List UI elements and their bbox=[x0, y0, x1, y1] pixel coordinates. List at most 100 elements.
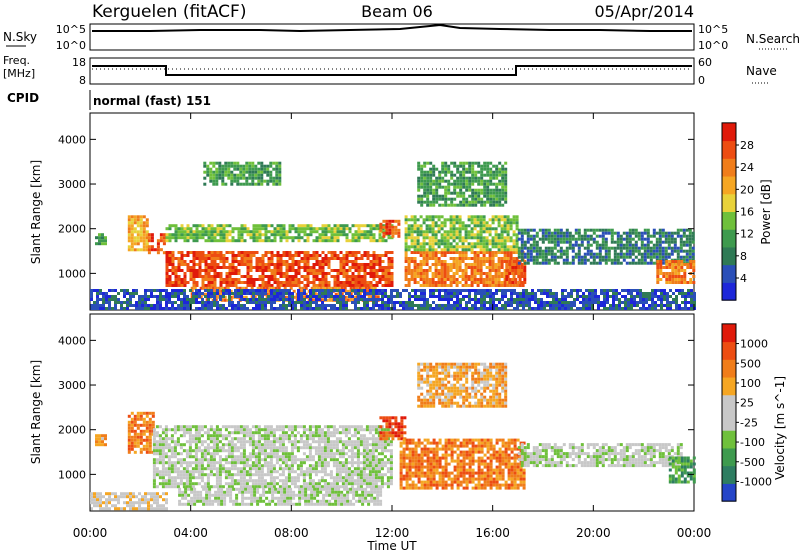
power-cell bbox=[495, 176, 499, 180]
power-cell bbox=[520, 231, 524, 235]
power-cell bbox=[252, 298, 255, 301]
power-cell bbox=[571, 246, 575, 250]
power-cell bbox=[434, 233, 438, 237]
power-cell bbox=[661, 255, 665, 259]
power-cell bbox=[494, 242, 498, 246]
power-cell bbox=[282, 292, 285, 295]
velocity-cell bbox=[164, 482, 168, 486]
velocity-cell bbox=[148, 429, 152, 433]
power-cell bbox=[603, 295, 606, 298]
power-cell bbox=[153, 304, 156, 307]
power-cell bbox=[242, 167, 246, 171]
power-cell bbox=[419, 269, 423, 272]
power-cell bbox=[498, 197, 502, 201]
velocity-cell bbox=[200, 470, 204, 474]
power-cell bbox=[506, 257, 510, 260]
power-cell bbox=[538, 252, 542, 256]
power-cell bbox=[649, 258, 653, 262]
power-cell bbox=[260, 167, 264, 171]
power-cell bbox=[582, 301, 585, 304]
power-cell bbox=[540, 289, 543, 292]
power-cell bbox=[201, 284, 205, 287]
power-cell bbox=[595, 246, 599, 250]
power-cell bbox=[303, 224, 307, 228]
power-cell bbox=[465, 176, 469, 180]
power-cell bbox=[692, 260, 696, 263]
power-cell bbox=[443, 278, 447, 281]
power-cell bbox=[231, 251, 235, 254]
power-cell bbox=[270, 275, 274, 278]
power-cell bbox=[207, 281, 211, 284]
power-cell bbox=[497, 248, 501, 252]
power-cell bbox=[462, 289, 465, 292]
power-cell bbox=[209, 161, 213, 165]
power-cell bbox=[339, 269, 343, 272]
power-cell bbox=[270, 230, 274, 234]
power-cell bbox=[105, 295, 108, 298]
power-cell bbox=[519, 292, 522, 295]
power-cell bbox=[269, 161, 273, 165]
power-cell bbox=[591, 301, 594, 304]
power-cell bbox=[441, 298, 444, 301]
power-cell bbox=[597, 301, 600, 304]
velocity-cell bbox=[173, 476, 177, 480]
power-cell bbox=[531, 292, 534, 295]
power-cell bbox=[431, 272, 435, 275]
power-cell bbox=[462, 182, 466, 186]
velocity-cell bbox=[148, 435, 152, 439]
power-cell bbox=[354, 301, 357, 304]
power-cell bbox=[449, 224, 453, 228]
power-cell bbox=[479, 242, 483, 246]
power-cell bbox=[504, 185, 508, 189]
power-cell bbox=[404, 239, 408, 243]
power-cell bbox=[333, 289, 336, 292]
power-cell bbox=[691, 231, 695, 235]
power-cell bbox=[532, 243, 536, 247]
power-cell bbox=[333, 224, 337, 228]
power-cell bbox=[228, 275, 232, 278]
power-cell bbox=[297, 224, 301, 228]
power-cell bbox=[318, 260, 322, 263]
power-cell bbox=[258, 301, 261, 304]
power-cell bbox=[156, 289, 159, 292]
power-cell bbox=[465, 179, 469, 183]
power-cell bbox=[552, 301, 555, 304]
velocity-cell bbox=[191, 434, 195, 438]
velocity-cell bbox=[197, 434, 201, 438]
power-cell bbox=[150, 292, 153, 295]
power-cell bbox=[306, 224, 310, 228]
power-cell bbox=[231, 284, 235, 287]
power-cell bbox=[559, 255, 563, 259]
power-cell bbox=[324, 275, 328, 278]
power-cell bbox=[471, 170, 475, 174]
power-cell bbox=[270, 272, 274, 275]
power-cell bbox=[586, 243, 590, 247]
power-cell bbox=[520, 258, 524, 262]
power-cell bbox=[597, 307, 600, 310]
power-cell bbox=[214, 295, 218, 299]
power-cell bbox=[559, 252, 563, 256]
velocity-cell bbox=[209, 473, 213, 477]
velocity-cell bbox=[200, 443, 204, 447]
power-cell bbox=[467, 284, 471, 287]
station-title: Kerguelen (fitACF) bbox=[92, 2, 246, 22]
power-cell bbox=[147, 245, 151, 249]
power-cell bbox=[479, 251, 483, 254]
power-cell bbox=[283, 295, 287, 299]
power-cell bbox=[381, 298, 384, 301]
power-cell bbox=[456, 301, 459, 304]
power-cell bbox=[357, 263, 361, 266]
power-cell bbox=[189, 266, 193, 269]
power-cell bbox=[688, 237, 692, 241]
power-cell bbox=[678, 292, 681, 295]
power-cell bbox=[363, 301, 366, 304]
power-cell bbox=[270, 251, 274, 254]
power-cell bbox=[498, 179, 502, 183]
power-cell bbox=[221, 179, 225, 183]
power-cell bbox=[538, 228, 542, 232]
velocity-cell bbox=[98, 437, 101, 441]
power-cell bbox=[574, 231, 578, 235]
power-cell bbox=[532, 228, 536, 232]
power-cell bbox=[195, 227, 199, 231]
velocity-cell bbox=[200, 452, 204, 456]
